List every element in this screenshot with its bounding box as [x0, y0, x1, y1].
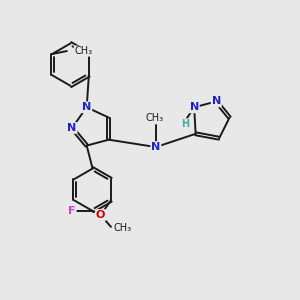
- Text: N: N: [212, 96, 221, 106]
- Text: CH₃: CH₃: [74, 46, 92, 56]
- Text: N: N: [190, 102, 199, 112]
- Text: N: N: [67, 123, 76, 133]
- Text: N: N: [82, 102, 91, 112]
- Text: F: F: [68, 206, 76, 216]
- Text: N: N: [151, 142, 160, 152]
- Text: CH₃: CH₃: [114, 223, 132, 233]
- Text: O: O: [96, 210, 105, 220]
- Text: CH₃: CH₃: [146, 113, 164, 124]
- Text: H: H: [181, 119, 189, 129]
